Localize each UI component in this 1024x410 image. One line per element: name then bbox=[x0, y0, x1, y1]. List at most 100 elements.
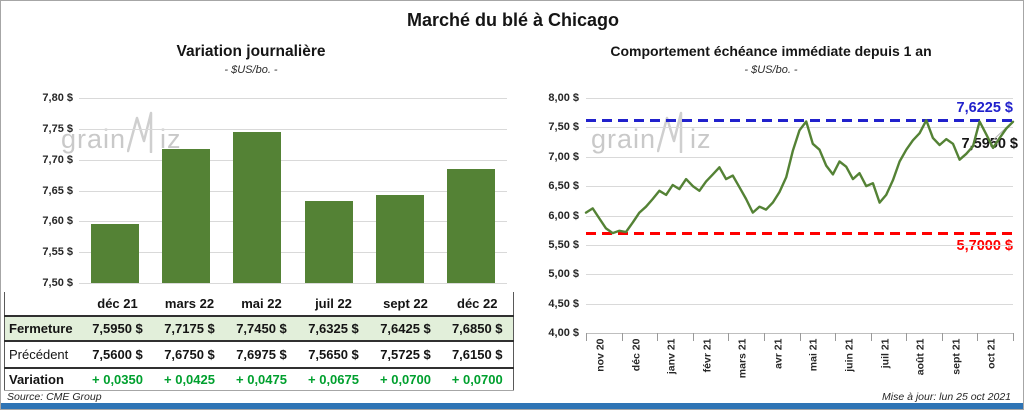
previous-value: 7,6750 $ bbox=[153, 341, 226, 369]
contract-month-header: juil 22 bbox=[297, 292, 370, 317]
line-y-tick-label: 8,00 $ bbox=[548, 92, 579, 104]
line-gridline bbox=[586, 215, 1013, 217]
bar-gridline bbox=[79, 159, 507, 161]
source-label: Source: CME Group bbox=[7, 391, 102, 403]
x-axis-tick bbox=[692, 333, 694, 341]
page-title: Marché du blé à Chicago bbox=[406, 10, 620, 30]
bar-y-tick-label: 7,80 $ bbox=[42, 92, 73, 104]
previous-row-label: Précédent bbox=[4, 341, 82, 369]
close-value: 7,6325 $ bbox=[297, 316, 370, 342]
line-y-tick-label: 5,00 $ bbox=[548, 268, 579, 281]
bar bbox=[90, 224, 139, 283]
line-gridline bbox=[586, 156, 1013, 158]
x-axis-tick bbox=[763, 333, 765, 341]
line-y-tick-label: 7,50 $ bbox=[548, 121, 579, 134]
x-axis-tick bbox=[657, 333, 659, 341]
bar-gridline bbox=[79, 128, 507, 130]
52w-high-dashed-line bbox=[586, 118, 1013, 122]
contract-month-header: sept 22 bbox=[369, 292, 442, 317]
bar-gridline bbox=[79, 98, 507, 99]
contract-month-header: déc 21 bbox=[81, 292, 154, 317]
bar bbox=[233, 131, 282, 283]
updated-label: Mise à jour: lun 25 oct 2021 bbox=[882, 391, 1011, 403]
x-axis-tick bbox=[728, 333, 730, 341]
variation-value: + 0,0700 bbox=[369, 368, 442, 391]
variation-value: + 0,0475 bbox=[225, 368, 298, 391]
contract-month-header: mars 22 bbox=[153, 292, 226, 317]
bar-gridline bbox=[79, 221, 507, 223]
x-axis-tick bbox=[941, 333, 943, 341]
bar-gridline bbox=[79, 252, 507, 254]
contract-month-header: déc 22 bbox=[441, 292, 514, 317]
x-axis-tick bbox=[870, 333, 872, 341]
bar-gridline bbox=[79, 283, 507, 284]
line-y-tick-label: 4,50 $ bbox=[548, 297, 579, 310]
line-gridline bbox=[586, 127, 1013, 129]
bar-y-tick-label: 7,75 $ bbox=[42, 122, 73, 135]
line-y-tick-label: 7,00 $ bbox=[548, 150, 579, 163]
line-gridline bbox=[586, 186, 1013, 188]
month-tick-label: sept 21 bbox=[950, 338, 963, 375]
close-value: 7,6425 $ bbox=[369, 316, 442, 342]
bar-y-tick-label: 7,65 $ bbox=[42, 184, 73, 197]
right-chart-subtitle: - $US/bo. - bbox=[744, 64, 798, 76]
close-value: 7,7450 $ bbox=[225, 316, 298, 342]
month-tick-label: déc 20 bbox=[630, 338, 643, 372]
bar bbox=[447, 168, 496, 283]
month-tick-label: août 21 bbox=[914, 338, 927, 376]
x-axis-tick bbox=[906, 333, 908, 341]
month-tick-label: juil 21 bbox=[879, 338, 892, 369]
line-gridline bbox=[586, 244, 1013, 246]
close-value: 7,6850 $ bbox=[441, 316, 514, 342]
month-tick-label: oct 21 bbox=[985, 338, 998, 369]
x-axis-tick bbox=[621, 333, 623, 341]
previous-value: 7,6150 $ bbox=[441, 341, 514, 369]
close-value: 7,5950 $ bbox=[81, 316, 154, 342]
month-tick-label: nov 20 bbox=[594, 338, 607, 372]
close-value: 7,7175 $ bbox=[153, 316, 226, 342]
table-corner-cell bbox=[4, 292, 82, 317]
line-y-tick-label: 6,00 $ bbox=[548, 209, 579, 222]
month-tick-label: mars 21 bbox=[736, 338, 749, 379]
variation-value: + 0,0700 bbox=[441, 368, 514, 391]
month-tick-label: févr 21 bbox=[701, 338, 714, 373]
line-gridline bbox=[586, 274, 1013, 276]
bottom-accent-bar bbox=[1, 403, 1023, 409]
variation-value: + 0,0350 bbox=[81, 368, 154, 391]
bar bbox=[376, 195, 424, 283]
variation-value: + 0,0425 bbox=[153, 368, 226, 391]
low-annotation: 5,7000 $ bbox=[956, 238, 1013, 254]
bar bbox=[304, 201, 353, 283]
right-chart-title: Comportement échéance immédiate depuis 1… bbox=[610, 43, 932, 59]
contract-month-header: mai 22 bbox=[225, 292, 298, 317]
table-row: déc 21 mars 22 mai 22 juil 22 sept 22 déc 22 bbox=[4, 292, 514, 317]
x-axis-tick bbox=[835, 333, 837, 341]
left-chart-title: Variation journalière bbox=[176, 43, 326, 60]
futures-table: déc 21 mars 22 mai 22 juil 22 sept 22 déc 22 F… bbox=[4, 292, 514, 391]
month-tick-label: janv 21 bbox=[665, 338, 678, 375]
variation-row-label: Variation bbox=[4, 368, 82, 391]
line-y-tick-label: 6,50 $ bbox=[548, 180, 579, 193]
x-axis-tick bbox=[977, 333, 979, 341]
table-row: Variation + 0,0350 + 0,0425 + 0,0475 + 0,067… bbox=[4, 368, 514, 391]
left-chart-subtitle: - $US/bo. - bbox=[224, 64, 278, 76]
table-row: Précédent 7,5600 $7,6750 $7,6975 $7,5650 … bbox=[4, 341, 514, 369]
line-gridline bbox=[586, 303, 1013, 305]
line-gridline bbox=[586, 98, 1013, 99]
previous-value: 7,6975 $ bbox=[225, 341, 298, 369]
previous-value: 7,5600 $ bbox=[81, 341, 154, 369]
bar-y-tick-label: 7,60 $ bbox=[42, 215, 73, 228]
table-row: Fermeture 7,5950 $7,7175 $7,7450 $7,6325 … bbox=[4, 316, 514, 342]
x-axis-tick bbox=[799, 333, 801, 341]
grainwiz-sparkline-icon bbox=[127, 111, 153, 153]
bar-y-tick-label: 7,50 $ bbox=[42, 277, 73, 289]
high-annotation: 7,6225 $ bbox=[956, 100, 1013, 116]
52w-low-dashed-line bbox=[586, 231, 1013, 235]
month-tick-label: juin 21 bbox=[843, 338, 856, 372]
bar-gridline bbox=[79, 190, 507, 192]
previous-value: 7,5650 $ bbox=[297, 341, 370, 369]
bar bbox=[162, 148, 210, 283]
month-tick-label: avr 21 bbox=[772, 338, 785, 369]
line-y-tick-label: 5,50 $ bbox=[548, 238, 579, 251]
